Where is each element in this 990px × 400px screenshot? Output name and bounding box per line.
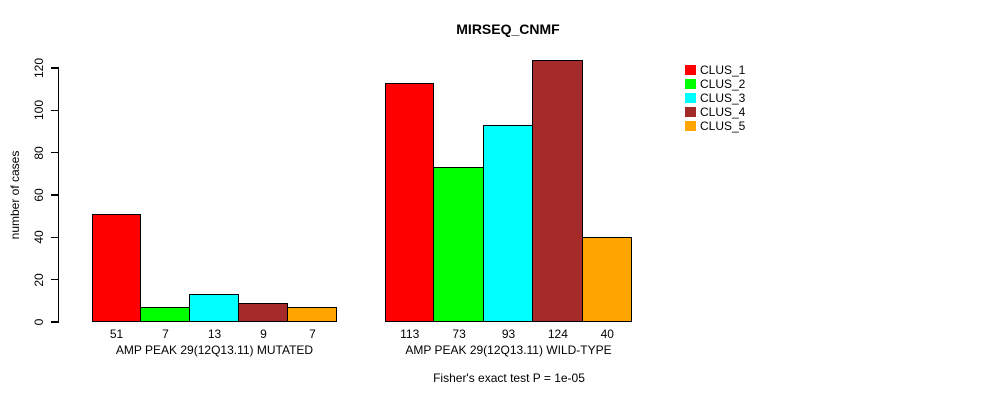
bar-clus_4 [532,59,583,322]
bar-clus_1 [385,82,435,322]
legend-swatch-clus_2 [685,78,696,89]
y-axis-tick [51,279,59,281]
legend-swatch-clus_4 [685,106,696,117]
bar-value-label: 13 [207,327,222,341]
chart-title: MIRSEQ_CNMF [456,21,560,37]
bar-clus_1 [92,214,141,322]
fisher-test-annotation: Fisher's exact test P = 1e-05 [433,371,585,385]
bar-value-label: 7 [309,327,316,341]
legend-label: CLUS_2 [700,76,746,91]
legend-swatch-clus_1 [685,64,696,75]
legend-label: CLUS_5 [700,118,746,133]
group-label: AMP PEAK 29(12Q13.11) MUTATED [115,343,314,357]
bar-clus_5 [581,237,632,322]
y-axis-tick [51,109,59,111]
y-axis-tick [51,194,59,196]
bar-value-label: 124 [547,327,568,341]
bar-clus_2 [433,167,484,322]
bar-value-label: 9 [260,327,267,341]
bar-value-label: 93 [501,327,516,341]
legend-label: CLUS_3 [700,90,746,105]
bar-value-label: 73 [452,327,466,341]
bar-value-label: 113 [400,327,420,341]
bar-clus_3 [189,294,239,322]
legend-label: CLUS_4 [700,104,746,119]
legend-swatch-clus_5 [685,120,696,131]
legend-swatch-clus_3 [685,92,696,103]
bar-clus_5 [287,307,337,322]
group-label: AMP PEAK 29(12Q13.11) WILD-TYPE [405,343,612,357]
y-axis-tick [51,152,59,154]
bar-value-label: 7 [162,327,169,341]
bar-value-label: 51 [109,327,124,341]
y-axis-tick [51,321,59,323]
bar-value-label: 40 [600,327,614,341]
y-axis-tick [51,236,59,238]
legend-label: CLUS_1 [700,62,746,77]
y-axis-tick [51,67,59,69]
